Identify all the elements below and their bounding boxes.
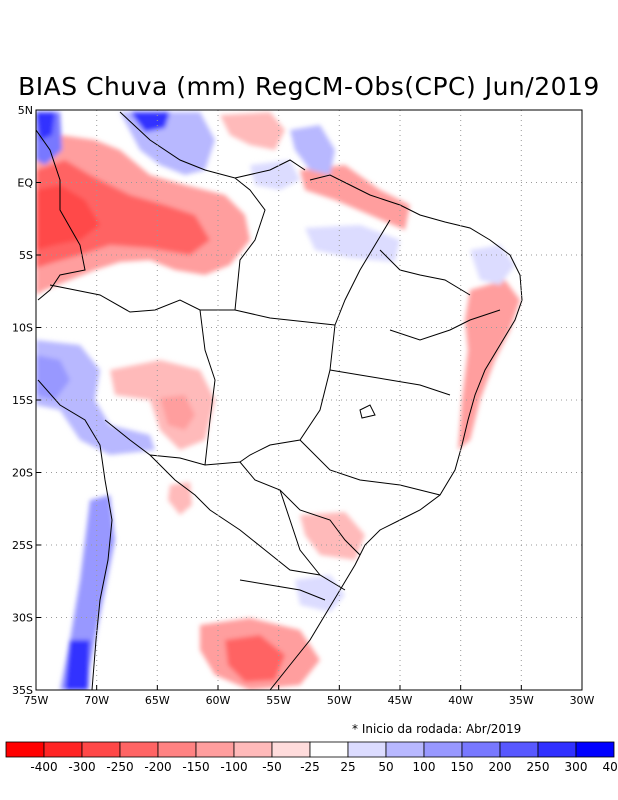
y-axis-label: 25S — [12, 539, 33, 552]
x-axis-label: 30W — [570, 694, 595, 707]
negative-bias-area — [458, 280, 520, 450]
positive-bias-peak — [65, 640, 90, 690]
colorbar-swatch — [461, 741, 501, 758]
x-axis-label: 70W — [84, 694, 109, 707]
x-axis-label: 60W — [206, 694, 231, 707]
colorbar-swatch — [309, 741, 349, 758]
y-axis-label: 20S — [12, 467, 33, 480]
positive-bias-area — [250, 160, 300, 190]
x-axis-label: 65W — [145, 694, 170, 707]
bias-field — [36, 112, 520, 690]
positive-bias-peak — [36, 355, 70, 400]
state-border — [329, 369, 451, 396]
state-border — [389, 309, 501, 341]
colorbar-swatch — [423, 741, 463, 758]
x-axis-labels: 75W 70W 65W 60W 55W 50W 45W 40W 35W 30W — [24, 694, 595, 707]
colorbar-swatch — [81, 741, 121, 758]
colorbar-label: 250 — [526, 760, 550, 774]
y-axis-label: 5S — [19, 249, 33, 262]
colorbar-swatch — [43, 741, 83, 758]
state-border — [379, 249, 471, 296]
state-border — [199, 309, 216, 466]
positive-bias-peak — [130, 112, 170, 132]
colorbar-swatch — [385, 741, 425, 758]
negative-bias-area — [300, 512, 365, 560]
x-axis-label: 75W — [24, 694, 49, 707]
state-border — [299, 439, 441, 496]
y-axis-label: 15S — [12, 394, 33, 407]
colorbar-label: 25 — [340, 760, 356, 774]
south-america-coast — [36, 129, 86, 301]
country-border — [119, 111, 306, 179]
colorbar-label: -50 — [262, 760, 282, 774]
y-axis-label: 30S — [12, 612, 33, 625]
colorbar-label: -250 — [106, 760, 134, 774]
x-axis-label: 55W — [266, 694, 291, 707]
state-border — [149, 454, 346, 591]
y-axis-label: 35S — [12, 684, 33, 697]
colorbar-label: -150 — [182, 760, 210, 774]
positive-bias-peak — [36, 112, 55, 140]
state-border — [279, 489, 321, 576]
negative-bias-area — [160, 395, 195, 430]
colorbar-swatch — [537, 741, 577, 758]
y-axis-labels: 5N EQ 5S 10S 15S 20S 25S 30S 35S — [12, 104, 33, 697]
positive-bias-area — [290, 125, 335, 175]
colorbar-label: -100 — [220, 760, 248, 774]
y-axis-label: EQ — [17, 177, 33, 190]
colorbar-label: -400 — [30, 760, 58, 774]
colorbar-label: 150 — [450, 760, 474, 774]
x-axis-label: 45W — [388, 694, 413, 707]
y-axis-label: 5N — [18, 104, 33, 117]
colorbar-swatch — [233, 741, 273, 758]
country-border — [49, 284, 336, 326]
colorbar-swatch — [347, 741, 387, 758]
x-axis-label: 50W — [327, 694, 352, 707]
colorbar-swatch — [119, 741, 159, 758]
x-axis-label: 40W — [448, 694, 473, 707]
negative-bias-peak — [225, 635, 285, 682]
gridlines — [36, 110, 582, 690]
colorbar-swatch — [575, 741, 615, 758]
colorbar-swatch — [5, 741, 45, 758]
colorbar-label: -200 — [144, 760, 172, 774]
colorbar-label: -300 — [68, 760, 96, 774]
colorbar-swatch — [195, 741, 235, 758]
negative-bias-peak — [36, 185, 100, 250]
tick-marks — [35, 109, 583, 691]
south-america-coast — [37, 379, 113, 690]
colorbar-label: 100 — [412, 760, 436, 774]
state-border — [234, 177, 266, 311]
positive-bias-area — [470, 245, 515, 285]
state-border — [334, 219, 391, 326]
negative-bias-area — [300, 165, 410, 230]
negative-bias-area — [168, 482, 192, 515]
brazil-coast — [269, 174, 523, 690]
colorbar-label: -25 — [300, 760, 320, 774]
negative-bias-core — [36, 160, 210, 268]
colorbar — [5, 741, 615, 758]
y-axis-label: 10S — [12, 322, 33, 335]
country-border — [104, 419, 361, 556]
colorbar-label: 200 — [488, 760, 512, 774]
negative-bias-area — [220, 112, 285, 150]
state-border — [239, 579, 326, 601]
state-border — [359, 404, 376, 419]
positive-bias-area — [305, 225, 400, 262]
colorbar-label: 50 — [378, 760, 394, 774]
state-border — [239, 324, 336, 463]
positive-bias-area — [36, 340, 155, 455]
colorbar-swatch — [499, 741, 539, 758]
political-borders — [36, 111, 523, 690]
map-title: BIAS Chuva (mm) RegCM-Obs(CPC) Jun/2019 — [18, 72, 600, 101]
colorbar-label: 300 — [564, 760, 588, 774]
x-axis-label: 35W — [509, 694, 534, 707]
colorbar-label: 400 — [602, 760, 618, 774]
colorbar-swatch — [271, 741, 311, 758]
colorbar-swatch — [157, 741, 197, 758]
run-start-note: * Inicio da rodada: Abr/2019 — [352, 722, 522, 736]
